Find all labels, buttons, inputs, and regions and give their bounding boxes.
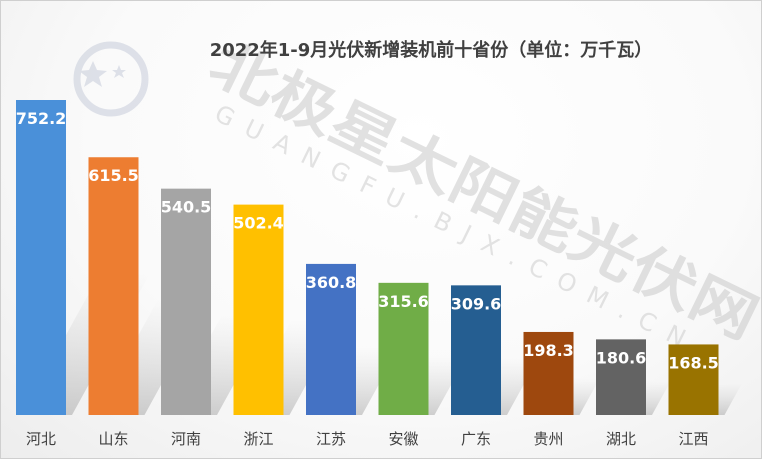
category-tick-label: 河北 xyxy=(26,430,56,448)
category-tick-label: 江西 xyxy=(678,430,708,448)
category-tick-label: 浙江 xyxy=(243,430,273,448)
bar-湖北 xyxy=(596,339,646,415)
data-label: 752.2 xyxy=(16,109,67,128)
data-label: 180.6 xyxy=(596,348,647,367)
data-label: 502.4 xyxy=(233,214,284,233)
bar-山东 xyxy=(88,157,139,415)
data-label: 615.5 xyxy=(88,166,139,185)
category-tick-label: 贵州 xyxy=(533,430,563,448)
bar-贵州 xyxy=(523,331,574,415)
category-labels: 河北 山东 河南 浙江 江苏 安徽 广东 贵州 湖北 江西 xyxy=(26,430,709,448)
bar-河北 xyxy=(16,100,66,415)
bars xyxy=(16,100,719,415)
data-label: 168.5 xyxy=(668,353,719,372)
bar-江苏 xyxy=(306,263,356,415)
chart-title: 2022年1-9月光伏新增装机前十省份（单位：万千瓦） xyxy=(210,39,653,61)
category-tick-label: 山东 xyxy=(98,430,128,448)
data-label: 540.5 xyxy=(161,198,212,217)
data-label: 198.3 xyxy=(523,341,574,360)
category-tick-label: 江苏 xyxy=(316,430,346,448)
data-label: 360.8 xyxy=(306,273,357,292)
category-tick-label: 安徽 xyxy=(388,430,418,448)
bar-安徽 xyxy=(378,282,429,415)
category-tick-label: 湖北 xyxy=(606,430,636,448)
polaris-star-logo-icon xyxy=(73,41,149,117)
bar-河南 xyxy=(161,188,211,415)
bar-浙江 xyxy=(233,204,284,415)
bar-江西 xyxy=(668,344,719,415)
category-tick-label: 河南 xyxy=(171,430,201,448)
data-label: 315.6 xyxy=(378,292,429,311)
value-labels: 752.2 615.5 540.5 502.4 360.8 315.6 309.6 198.3… xyxy=(16,109,719,372)
data-label: 309.6 xyxy=(451,294,502,313)
bar-广东 xyxy=(451,285,501,415)
category-tick-label: 广东 xyxy=(461,430,491,448)
